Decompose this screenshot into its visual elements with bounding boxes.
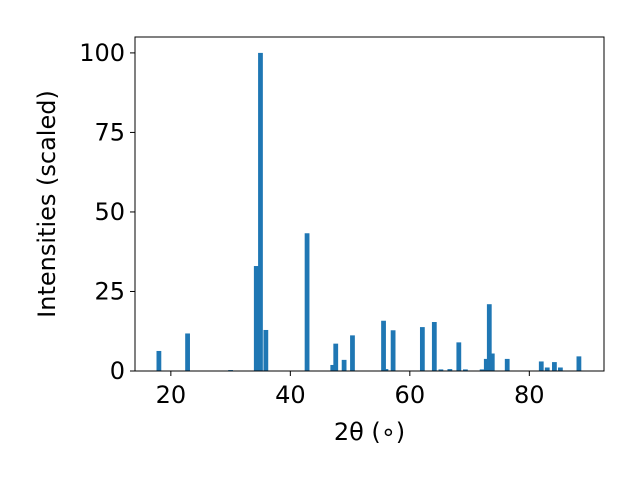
- y-tick-label: 25: [94, 277, 125, 305]
- bar: [258, 52, 263, 372]
- bar: [263, 329, 269, 371]
- x-tick-label: 20: [156, 381, 187, 409]
- bar: [383, 369, 389, 371]
- bar: [438, 369, 444, 371]
- bar: [558, 367, 563, 371]
- bar: [447, 369, 453, 371]
- bar: [463, 369, 468, 371]
- bar-series: [156, 52, 582, 372]
- bar: [304, 233, 310, 371]
- y-tick-label: 50: [94, 198, 125, 226]
- bar: [185, 333, 190, 371]
- bar: [431, 322, 437, 371]
- bar: [538, 361, 544, 371]
- bar: [341, 359, 347, 371]
- bar: [483, 358, 489, 371]
- y-tick-label: 100: [79, 39, 125, 67]
- bar: [253, 266, 259, 371]
- bar: [350, 335, 355, 371]
- bar: [479, 369, 485, 371]
- bar: [544, 367, 550, 371]
- bar: [390, 330, 396, 371]
- bar: [381, 320, 386, 371]
- x-tick-label: 80: [514, 381, 545, 409]
- y-axis-label: Intensities (scaled): [33, 90, 61, 318]
- y-tick-label: 75: [94, 118, 125, 146]
- x-axis-ticks: 20 40 60 80: [156, 371, 545, 409]
- x-axis-label: 2θ (∘): [334, 418, 405, 446]
- bar: [489, 353, 495, 371]
- x-tick-label: 40: [275, 381, 306, 409]
- bar: [330, 364, 336, 371]
- bar: [486, 304, 492, 371]
- bar: [504, 358, 510, 371]
- plot-frame: [134, 36, 605, 372]
- y-tick-label: 0: [110, 357, 125, 385]
- y-axis-ticks: 0 25 50 75 100: [79, 39, 135, 385]
- bar: [419, 327, 425, 371]
- x-tick-label: 60: [395, 381, 426, 409]
- bar: [456, 342, 462, 371]
- bar: [552, 362, 557, 371]
- bar: [576, 356, 582, 371]
- bar: [333, 343, 339, 371]
- bar: [156, 350, 162, 371]
